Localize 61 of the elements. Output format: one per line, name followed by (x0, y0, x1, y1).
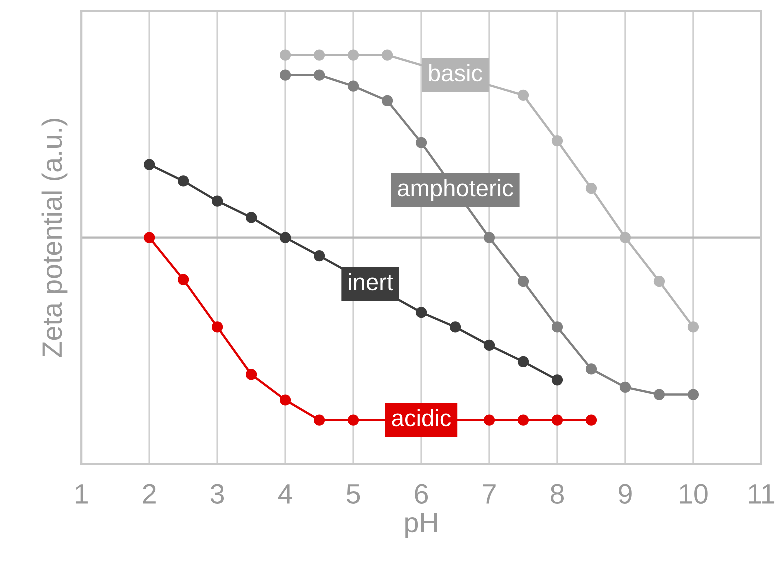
point (552, 374, 564, 386)
y-axis-title: Zeta potential (a.u.) (42, 119, 68, 358)
point (552, 322, 564, 333)
point (654, 276, 666, 288)
series-label: amphoteric (398, 179, 514, 202)
point (552, 136, 564, 147)
point (280, 232, 292, 244)
point (484, 340, 496, 352)
series-label: acidic (392, 409, 452, 427)
point (688, 322, 700, 333)
x-tick-label: 10 (680, 484, 708, 504)
point (212, 196, 224, 207)
x-tick-label: 9 (619, 484, 632, 504)
point (314, 414, 326, 426)
point (586, 364, 598, 375)
point (348, 414, 360, 426)
x-tick-label: 11 (749, 484, 775, 504)
point (620, 382, 632, 394)
point (518, 414, 530, 426)
x-axis-title: pH (406, 513, 438, 538)
point (518, 276, 530, 288)
point (518, 90, 530, 101)
point (280, 50, 292, 61)
series-label: basic (429, 64, 482, 82)
point (450, 322, 462, 333)
point (552, 414, 564, 426)
point (654, 389, 666, 400)
point (382, 95, 394, 106)
point (348, 80, 360, 92)
point (280, 394, 292, 406)
point (178, 176, 190, 187)
x-tick-label: 4 (278, 484, 292, 504)
point (586, 182, 598, 194)
x-tick-label: 7 (483, 484, 496, 504)
point (688, 389, 700, 400)
point (246, 212, 258, 224)
point (416, 307, 428, 318)
point (484, 414, 496, 426)
series-label: inert (349, 273, 394, 291)
point (314, 250, 326, 262)
x-tick-label: 8 (550, 484, 564, 504)
point (586, 414, 598, 426)
point (620, 232, 632, 244)
point (518, 356, 530, 368)
x-tick-label: 3 (210, 484, 224, 504)
point (144, 159, 156, 170)
point (280, 70, 292, 81)
x-tick-label: 1 (76, 484, 88, 504)
point (314, 50, 326, 61)
x-tick-label: 5 (346, 484, 360, 504)
x-tick-label: 2 (143, 484, 156, 504)
point (178, 274, 190, 286)
point (212, 322, 224, 333)
point (416, 137, 428, 148)
point (144, 232, 156, 244)
point (314, 70, 326, 81)
point (484, 232, 496, 244)
point (246, 369, 258, 380)
point (348, 50, 360, 61)
point (382, 50, 394, 61)
x-tick-label: 6 (415, 484, 428, 504)
